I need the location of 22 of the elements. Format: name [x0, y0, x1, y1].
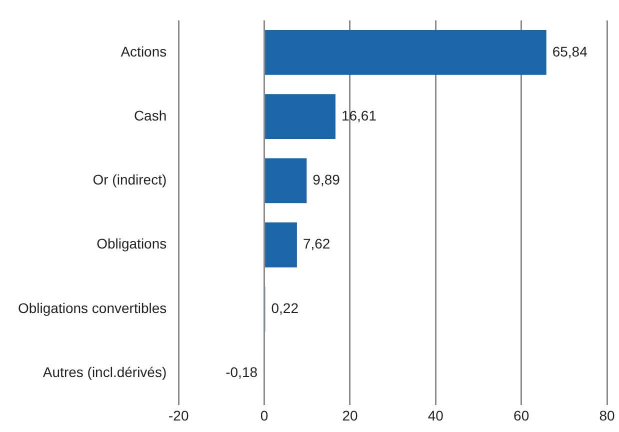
bar	[265, 222, 297, 268]
data-label: -0,18	[226, 364, 258, 380]
bar	[265, 158, 307, 204]
data-label: 7,62	[302, 236, 330, 252]
x-tick-label: 0	[260, 407, 268, 424]
data-label: 16,61	[341, 107, 377, 124]
y-tick-label: Cash	[134, 107, 167, 124]
x-tick-label: 60	[514, 407, 530, 424]
x-tick-label: 20	[342, 407, 358, 424]
data-label: 0,22	[271, 300, 299, 316]
data-label: 65,84	[552, 43, 588, 60]
y-tick-label: Obligations convertibles	[18, 300, 167, 316]
y-tick-label: Actions	[120, 43, 167, 60]
y-tick-label: Autres (incl.dérivés)	[42, 364, 167, 380]
data-label: 9,89	[312, 172, 340, 188]
bar	[265, 30, 546, 75]
x-tick-label: -20	[168, 407, 189, 424]
bar	[265, 94, 336, 140]
y-tick-label: Obligations	[96, 236, 167, 252]
x-tick-label: 40	[428, 407, 444, 424]
x-tick-label: 80	[599, 407, 615, 424]
y-tick-label: Or (indirect)	[92, 172, 167, 188]
